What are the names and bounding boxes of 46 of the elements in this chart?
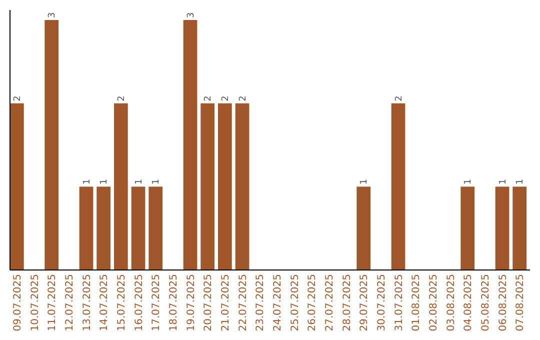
data-label: 1 xyxy=(152,178,162,185)
data-label: 2 xyxy=(238,96,248,102)
x-tick-label: 01.08.2025 xyxy=(411,274,422,332)
data-label: 2 xyxy=(204,96,214,102)
x-tick-label: 31.07.2025 xyxy=(394,274,405,332)
data-label: 1 xyxy=(464,178,474,185)
x-tick-label: 18.07.2025 xyxy=(168,274,180,332)
x-tick-label: 11.07.2025 xyxy=(47,274,58,332)
x-tick-label: 17.07.2025 xyxy=(151,274,162,332)
x-tick-label: 16.07.2025 xyxy=(134,274,145,332)
x-tick-label: 13.07.2025 xyxy=(82,274,93,332)
x-tick-label: 02.08.2025 xyxy=(428,274,440,332)
x-tick-label: 05.08.2025 xyxy=(480,274,492,332)
x-tick-label: 03.08.2025 xyxy=(446,274,457,332)
x-tick-label: 28.07.2025 xyxy=(342,274,353,332)
data-label: 1 xyxy=(134,178,144,185)
x-tick-label: 15.07.2025 xyxy=(116,274,128,332)
data-label: 1 xyxy=(498,178,508,185)
x-tick-label: 19.07.2025 xyxy=(186,274,197,332)
data-label: 1 xyxy=(100,178,110,185)
x-tick-label: 22.07.2025 xyxy=(238,274,249,332)
x-tick-label: 26.07.2025 xyxy=(307,274,318,332)
x-tick-label: 07.08.2025 xyxy=(515,274,526,332)
x-tick-label: 04.08.2025 xyxy=(463,274,474,332)
x-tick-label: 06.08.2025 xyxy=(498,274,509,332)
x-tick-label: 27.07.2025 xyxy=(324,274,336,332)
x-tick-label: 21.07.2025 xyxy=(220,274,232,332)
data-label: 2 xyxy=(220,96,231,102)
x-tick-label: 30.07.2025 xyxy=(376,274,388,332)
x-tick-label: 23.07.2025 xyxy=(255,274,266,332)
data-label: 1 xyxy=(516,178,526,185)
x-tick-label: 12.07.2025 xyxy=(64,274,76,332)
x-tick-label: 09.07.2025 xyxy=(12,274,24,332)
x-tick-label: 24.07.2025 xyxy=(272,274,284,332)
data-label: 2 xyxy=(394,96,404,102)
x-tick-label: 29.07.2025 xyxy=(359,274,370,332)
data-label: 3 xyxy=(186,12,196,18)
data-label: 2 xyxy=(116,96,127,102)
x-tick-label: 14.07.2025 xyxy=(99,274,110,332)
data-label: 2 xyxy=(12,96,23,102)
data-label: 3 xyxy=(48,12,58,18)
x-tick-label: 10.07.2025 xyxy=(30,274,41,332)
data-label: 1 xyxy=(82,178,92,185)
data-label: 1 xyxy=(360,178,370,185)
x-tick-label: 20.07.2025 xyxy=(203,274,214,332)
x-tick-label: 25.07.2025 xyxy=(290,274,301,332)
